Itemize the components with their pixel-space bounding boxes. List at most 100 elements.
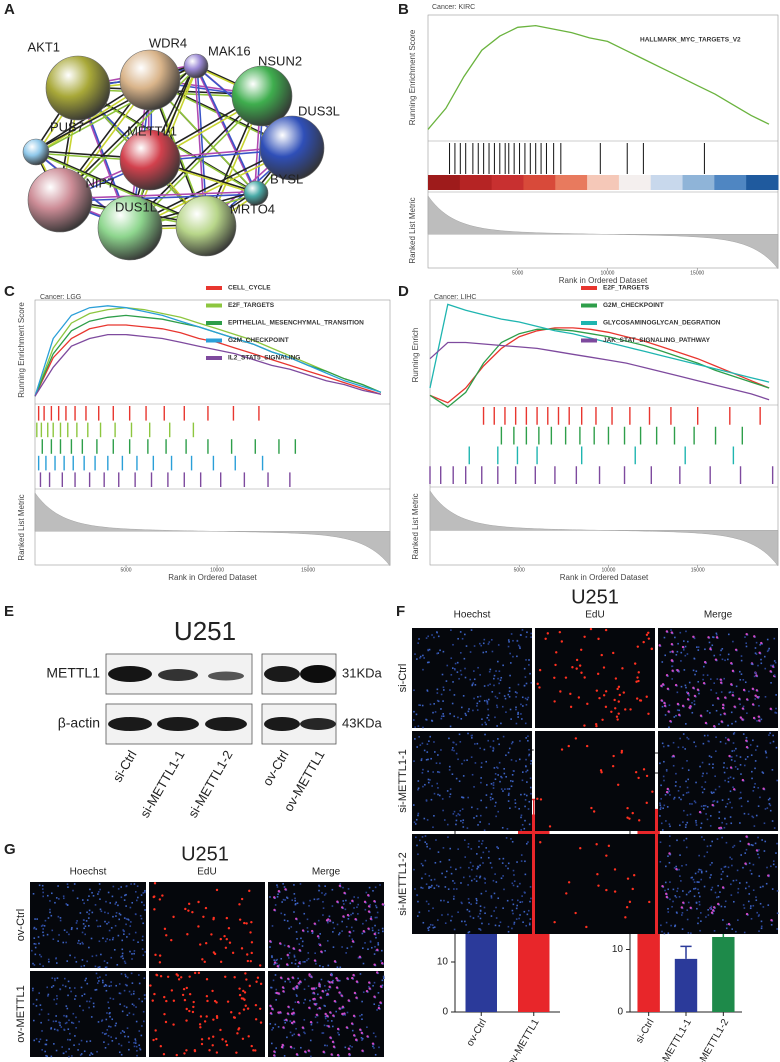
nucleus — [437, 851, 440, 853]
x-tick-label: 15000 — [691, 567, 705, 573]
nucleus — [687, 778, 689, 781]
nucleus — [107, 891, 110, 894]
nucleus — [88, 895, 90, 897]
nucleus — [513, 923, 515, 925]
nucleus — [660, 784, 662, 787]
edu-dot — [238, 993, 242, 997]
nucleus — [449, 725, 452, 728]
nucleus — [496, 706, 499, 709]
nucleus — [733, 844, 736, 847]
node-label: METTL1 — [127, 123, 177, 138]
edu-dot — [577, 696, 581, 699]
nucleus — [429, 735, 432, 738]
edu-dot — [730, 662, 733, 665]
edu-dot — [651, 790, 654, 793]
heat-cell — [587, 175, 620, 190]
nucleus — [470, 756, 473, 758]
nucleus — [732, 900, 735, 903]
nucleus — [44, 919, 47, 922]
edu-dot — [745, 912, 749, 916]
legend-swatch — [206, 286, 222, 290]
nucleus — [321, 1032, 324, 1034]
nucleus — [422, 726, 424, 729]
edu-dot — [373, 900, 376, 903]
edu-dot — [318, 1006, 321, 1010]
nucleus — [731, 928, 734, 930]
nucleus — [284, 980, 287, 983]
nucleus — [437, 787, 439, 789]
edu-dot — [758, 719, 761, 722]
nucleus — [671, 905, 673, 908]
nucleus — [91, 1053, 94, 1056]
plot-frame — [34, 299, 391, 566]
legend-label: GLYCOSAMINOGLYCAN_DEGRATION — [603, 320, 721, 327]
edu-dot — [326, 1014, 329, 1018]
nucleus — [271, 1028, 273, 1031]
nucleus — [33, 1039, 36, 1042]
nucleus — [515, 708, 517, 711]
nucleus — [82, 919, 85, 921]
nucleus — [467, 931, 470, 934]
nucleus — [733, 732, 736, 734]
edu-dot — [193, 971, 197, 975]
nucleus — [283, 913, 286, 916]
nucleus — [723, 771, 726, 774]
nucleus — [78, 1020, 80, 1023]
nucleus — [519, 634, 522, 636]
nucleus — [712, 636, 714, 638]
nucleus — [120, 886, 123, 888]
nucleus — [382, 975, 385, 978]
x-tick-label: 15000 — [690, 270, 704, 276]
nucleus — [106, 922, 108, 925]
nucleus — [427, 758, 429, 761]
nucleus — [692, 669, 695, 672]
x-tick-label: 15000 — [301, 567, 315, 573]
edu-dot — [177, 978, 181, 981]
nucleus — [118, 1051, 121, 1054]
edu-dot — [199, 1015, 203, 1018]
nucleus — [42, 928, 45, 930]
nucleus — [662, 807, 664, 810]
nucleus — [524, 799, 527, 801]
nucleus — [674, 895, 677, 897]
edu-dot — [604, 628, 608, 632]
nucleus — [455, 777, 458, 780]
nucleus — [497, 774, 499, 776]
nucleus — [505, 754, 507, 757]
edu-dot — [153, 992, 156, 996]
nucleus — [731, 806, 733, 809]
nucleus — [103, 960, 106, 962]
nucleus — [500, 775, 502, 778]
nucleus — [143, 904, 145, 906]
nucleus — [288, 927, 290, 930]
nucleus — [315, 987, 318, 989]
nucleus — [684, 645, 687, 648]
nucleus — [107, 912, 109, 915]
edu-dot — [318, 983, 321, 986]
nucleus — [667, 744, 669, 747]
nucleus — [275, 999, 277, 1001]
network-node — [231, 65, 293, 127]
nucleus — [347, 917, 350, 920]
nucleus — [453, 928, 456, 931]
nucleus — [483, 748, 486, 751]
blot-title: U251 — [174, 616, 236, 646]
nucleus — [476, 867, 479, 870]
edu-dot — [689, 906, 692, 909]
nucleus — [32, 892, 35, 895]
nucleus — [529, 786, 532, 789]
nucleus — [492, 748, 495, 750]
metric-label: Ranked List Metric — [411, 493, 420, 559]
nucleus — [91, 955, 94, 958]
nucleus — [480, 766, 483, 768]
nucleus — [687, 640, 689, 643]
nucleus — [447, 888, 450, 890]
nucleus — [33, 927, 35, 930]
nucleus — [437, 771, 439, 773]
nucleus — [513, 921, 516, 924]
nucleus — [57, 915, 60, 918]
nucleus — [139, 1047, 141, 1050]
nucleus — [269, 1023, 272, 1025]
nucleus — [70, 990, 72, 993]
nucleus — [62, 1052, 65, 1055]
